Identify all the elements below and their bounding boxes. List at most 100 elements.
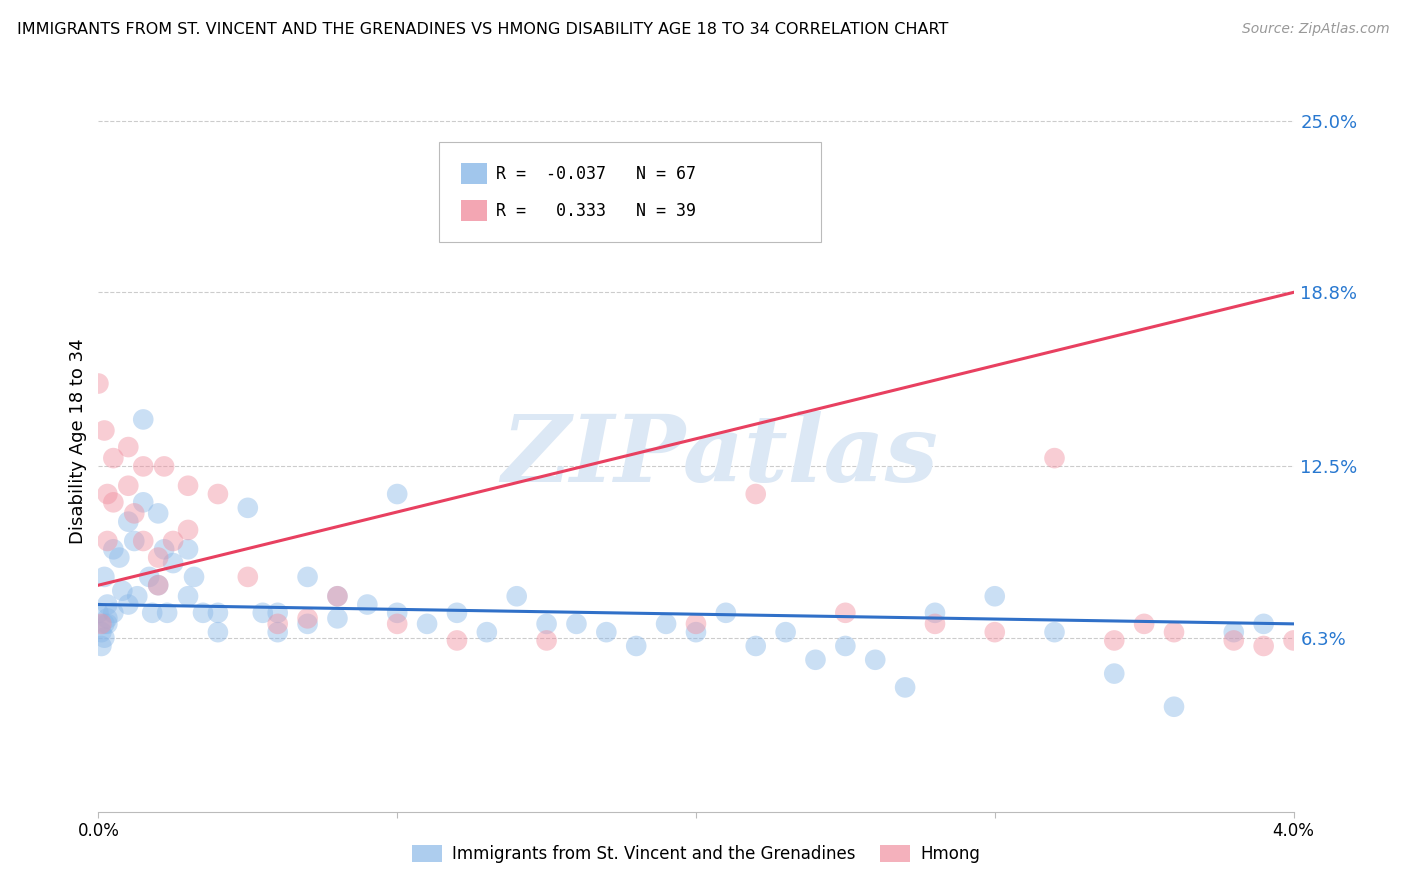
Point (124, 507, 146, 521)
Point (236, 570, 259, 584)
Point (626, 639, 648, 653)
Point (804, 653, 827, 667)
FancyBboxPatch shape (461, 163, 486, 184)
Point (1163, 625, 1185, 640)
Point (894, 681, 917, 695)
Point (685, 616, 707, 631)
Point (127, 589, 149, 603)
Point (111, 583, 134, 598)
Point (356, 598, 378, 612)
Point (117, 598, 139, 612)
Point (93, 616, 115, 631)
Point (924, 616, 946, 631)
Point (108, 550, 131, 565)
Point (385, 606, 409, 620)
Point (924, 606, 946, 620)
Point (90, 625, 112, 640)
Point (506, 589, 529, 603)
Point (252, 606, 274, 620)
Point (1133, 616, 1156, 631)
Point (153, 542, 176, 557)
Point (297, 616, 319, 631)
Point (1104, 666, 1126, 681)
Legend: Immigrants from St. Vincent and the Grenadines, Hmong: Immigrants from St. Vincent and the Gren… (405, 838, 987, 870)
Point (714, 606, 737, 620)
Point (1163, 699, 1185, 714)
Point (132, 459, 155, 474)
Point (87, 376, 110, 391)
Point (117, 440, 139, 454)
Point (191, 606, 214, 620)
Point (162, 556, 184, 570)
Point (1282, 633, 1305, 648)
Point (177, 479, 200, 493)
Text: R =  -0.037   N = 67: R = -0.037 N = 67 (496, 164, 696, 183)
Point (87, 606, 110, 620)
Y-axis label: Disability Age 18 to 34: Disability Age 18 to 34 (69, 339, 87, 544)
Point (103, 495, 125, 509)
Point (207, 625, 229, 640)
Point (1223, 633, 1246, 648)
Point (475, 625, 498, 640)
Point (207, 606, 229, 620)
FancyBboxPatch shape (439, 142, 821, 242)
Point (385, 487, 409, 501)
Point (236, 500, 259, 515)
Point (1223, 625, 1246, 640)
Point (148, 507, 170, 521)
Point (207, 487, 229, 501)
Point (416, 616, 439, 631)
Point (1043, 451, 1066, 466)
Point (326, 589, 349, 603)
Point (96, 533, 118, 548)
Point (297, 570, 319, 584)
Text: ZIPatlas: ZIPatlas (502, 411, 938, 501)
Point (745, 639, 768, 653)
Point (565, 616, 588, 631)
Point (90, 616, 112, 631)
Point (865, 653, 887, 667)
Point (148, 578, 170, 592)
Point (626, 147, 648, 161)
FancyBboxPatch shape (461, 200, 486, 221)
Point (1043, 625, 1066, 640)
Point (132, 495, 155, 509)
Point (984, 625, 1007, 640)
Point (177, 542, 200, 557)
Point (96, 611, 118, 625)
Point (156, 606, 179, 620)
Point (984, 589, 1007, 603)
Point (446, 606, 468, 620)
Point (132, 533, 155, 548)
Point (124, 533, 146, 548)
Point (685, 625, 707, 640)
Point (183, 570, 205, 584)
Point (117, 479, 139, 493)
Point (96, 616, 118, 631)
Point (326, 589, 349, 603)
Point (93, 631, 115, 645)
Point (103, 451, 125, 466)
Point (745, 487, 768, 501)
Point (595, 625, 617, 640)
Point (655, 616, 678, 631)
Point (96, 487, 118, 501)
Text: IMMIGRANTS FROM ST. VINCENT AND THE GRENADINES VS HMONG DISABILITY AGE 18 TO 34 : IMMIGRANTS FROM ST. VINCENT AND THE GREN… (17, 22, 948, 37)
Point (141, 606, 163, 620)
Point (103, 606, 125, 620)
Point (148, 550, 170, 565)
Point (385, 616, 409, 631)
Point (177, 523, 200, 537)
Point (90, 639, 112, 653)
Point (267, 616, 290, 631)
Point (148, 578, 170, 592)
Point (117, 515, 139, 529)
Point (162, 533, 184, 548)
Point (153, 459, 176, 474)
Point (1253, 616, 1275, 631)
Point (1104, 633, 1126, 648)
Point (775, 625, 797, 640)
Point (446, 633, 468, 648)
Point (103, 542, 125, 557)
Point (93, 424, 115, 438)
